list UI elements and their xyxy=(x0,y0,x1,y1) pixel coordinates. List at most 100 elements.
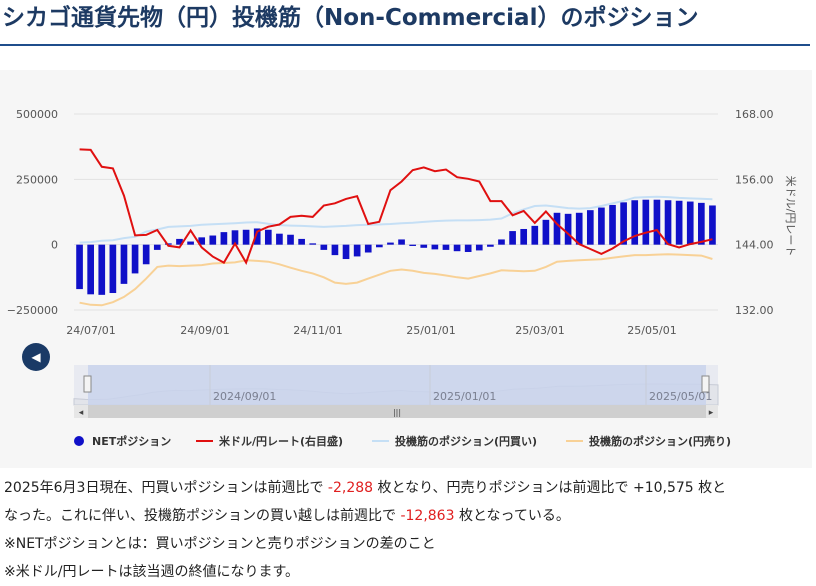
left-tick-label: 250000 xyxy=(16,173,58,186)
x-tick-label: 25/05/01 xyxy=(627,324,676,337)
net-bar[interactable] xyxy=(487,244,494,247)
legend-long[interactable]: 投機筋のポジション(円買い) xyxy=(395,434,537,448)
net-bar[interactable] xyxy=(209,235,217,245)
net-bar[interactable] xyxy=(353,244,361,257)
page-title: シカゴ通貨先物（円）投機筋（Non-Commercial）のポジション xyxy=(0,0,810,46)
net-bar[interactable] xyxy=(653,199,661,245)
net-bar[interactable] xyxy=(620,202,627,245)
x-tick-label: 25/03/01 xyxy=(515,324,564,337)
net-bar[interactable] xyxy=(87,244,94,295)
summary-line-2: なった。これに伴い、投機筋ポジションの買い越しは前週比で -12,863 枚とな… xyxy=(4,508,570,524)
net-bar[interactable] xyxy=(553,212,561,245)
net-bar[interactable] xyxy=(331,244,339,256)
net-bar[interactable] xyxy=(198,237,206,245)
net-bar[interactable] xyxy=(231,230,239,245)
left-tick-label: −250000 xyxy=(7,304,58,317)
net-bar[interactable] xyxy=(187,241,194,245)
net-bar[interactable] xyxy=(220,232,228,245)
legend-short[interactable]: 投機筋のポジション(円売り) xyxy=(589,434,731,448)
net-bar[interactable] xyxy=(464,244,472,252)
scrollbar-right-arrow[interactable]: ▸ xyxy=(709,408,714,418)
net-bar[interactable] xyxy=(342,244,350,260)
scrollbar-grip-icon[interactable]: ||| xyxy=(393,408,401,417)
legend: NETポジション 米ドル/円レート(右目盛) 投機筋のポジション(円買い) 投機… xyxy=(74,434,731,448)
net-bar[interactable] xyxy=(586,210,594,245)
navigator-right-handle[interactable] xyxy=(701,375,710,393)
right-tick-label: 156.00 xyxy=(735,173,774,186)
net-bar[interactable] xyxy=(398,239,405,245)
legend-usdjpy[interactable]: 米ドル/円レート(右目盛) xyxy=(218,434,343,448)
chart-back-button[interactable]: ◀ xyxy=(22,343,50,371)
net-bar[interactable] xyxy=(264,229,272,245)
note-net-definition: ※NETポジションとは：買いポジションと売りポジションの差のこと xyxy=(4,536,436,552)
net-bar[interactable] xyxy=(298,238,305,245)
x-tick-label: 24/07/01 xyxy=(66,324,115,337)
net-bar[interactable] xyxy=(309,243,317,245)
navigator-date-label: 2024/09/01 xyxy=(213,390,276,403)
net-bar[interactable] xyxy=(675,200,683,245)
net-bar[interactable] xyxy=(376,244,383,248)
net-bar[interactable] xyxy=(598,207,605,245)
net-bar[interactable] xyxy=(475,244,483,251)
net-bar[interactable] xyxy=(153,244,161,250)
net-bar[interactable] xyxy=(287,234,294,245)
usdjpy-line[interactable] xyxy=(79,148,713,265)
net-bar[interactable] xyxy=(276,233,283,245)
right-tick-label: 132.00 xyxy=(735,304,774,317)
net-bar[interactable] xyxy=(320,244,328,250)
net-bar[interactable] xyxy=(242,229,250,245)
net-bar[interactable] xyxy=(575,212,583,245)
navigator-selection[interactable] xyxy=(88,365,706,405)
navigator-labels: 2024/09/01 2025/01/01 2025/05/01 xyxy=(209,365,712,405)
net-bar[interactable] xyxy=(109,244,117,294)
left-tick-label: 0 xyxy=(51,239,58,252)
net-bar[interactable] xyxy=(142,244,150,265)
net-bar[interactable] xyxy=(387,242,394,245)
navigator-left-handle[interactable] xyxy=(83,375,92,393)
net-bar[interactable] xyxy=(698,202,705,245)
x-tick-label: 24/09/01 xyxy=(180,324,229,337)
net-bar[interactable] xyxy=(609,204,616,245)
net-bar[interactable] xyxy=(409,244,416,246)
net-bar[interactable] xyxy=(98,244,106,295)
net-bar[interactable] xyxy=(664,200,672,245)
legend-net[interactable]: NETポジション xyxy=(92,434,171,448)
net-bar[interactable] xyxy=(453,244,461,252)
scrollbar-thumb[interactable] xyxy=(88,405,706,418)
yen-long-line[interactable] xyxy=(79,195,713,244)
net-bar[interactable] xyxy=(631,200,639,245)
net-bar[interactable] xyxy=(531,225,539,245)
net-long-change: -12,863 xyxy=(400,508,455,524)
legend-net-marker xyxy=(74,436,84,446)
yen-long-change: -2,288 xyxy=(327,480,374,496)
left-tick-label: 500000 xyxy=(16,108,58,121)
yen-short-line[interactable] xyxy=(79,253,713,307)
navigator-date-label: 2025/05/01 xyxy=(649,390,712,403)
right-tick-label: 144.00 xyxy=(735,239,774,252)
net-bar[interactable] xyxy=(165,243,172,245)
net-bar[interactable] xyxy=(176,238,183,245)
net-bar[interactable] xyxy=(709,205,716,245)
net-bar[interactable] xyxy=(498,239,505,245)
net-bar[interactable] xyxy=(420,244,428,248)
x-axis-ticks: 24/07/01 24/09/01 24/11/01 25/01/01 25/03/01… xyxy=(66,324,676,337)
right-axis-title: 米ドル/円レート xyxy=(784,176,797,257)
net-bar[interactable] xyxy=(509,231,516,245)
net-bar[interactable] xyxy=(520,228,528,245)
net-bar[interactable] xyxy=(431,244,439,250)
net-bar[interactable] xyxy=(76,244,83,290)
net-bar[interactable] xyxy=(131,244,139,274)
net-bar[interactable] xyxy=(686,201,694,245)
summary-line-1: 2025年6月3日現在、円買いポジションは前週比で -2,288 枚となり、円売… xyxy=(4,480,727,496)
navigator-date-label: 2025/01/01 xyxy=(433,390,496,403)
net-bar[interactable] xyxy=(442,244,450,250)
net-bar[interactable] xyxy=(564,213,572,245)
scrollbar-left-arrow[interactable]: ◂ xyxy=(79,408,84,418)
net-bar[interactable] xyxy=(253,228,261,245)
series-lines xyxy=(79,148,713,307)
net-bar[interactable] xyxy=(642,199,650,245)
net-bar[interactable] xyxy=(364,244,372,253)
net-bar[interactable] xyxy=(120,244,128,284)
net-bar[interactable] xyxy=(542,219,550,245)
